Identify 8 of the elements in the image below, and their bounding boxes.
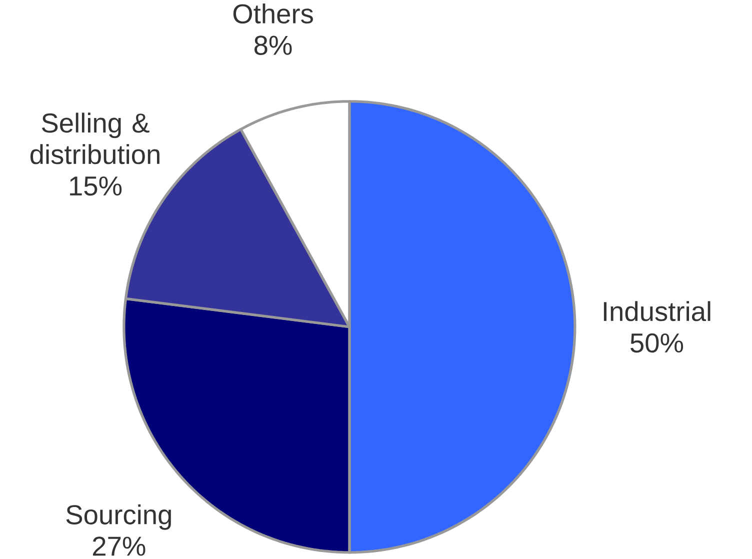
slice-label: Selling & distribution bbox=[30, 112, 160, 164]
data-label: 27% bbox=[93, 536, 146, 556]
slice-label: Sourcing bbox=[66, 504, 171, 530]
data-label: 50% bbox=[630, 333, 684, 352]
data-label: 15% bbox=[70, 176, 122, 196]
data-label: 8% bbox=[254, 36, 292, 55]
slice-label: Others bbox=[233, 3, 313, 24]
slice-label: Industrial bbox=[604, 301, 710, 322]
